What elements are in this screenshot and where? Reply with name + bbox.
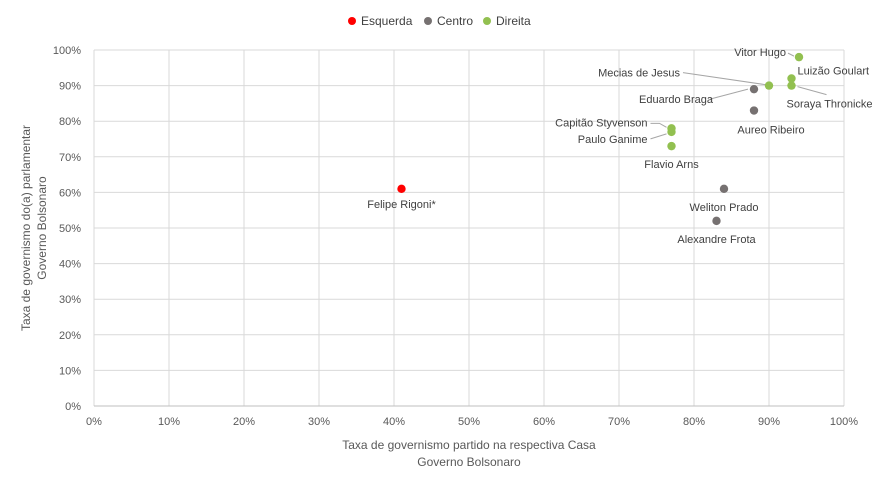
y-tick-label: 50% [59,223,81,235]
legend-label: Esquerda [361,14,413,28]
point-label: Flavio Arns [644,159,699,171]
y-tick-label: 0% [65,401,81,413]
data-point [749,106,759,115]
x-tick-label: 100% [830,416,858,428]
data-point [719,184,729,194]
y-tick-label: 60% [59,187,81,199]
x-axis-subtitle: Governo Bolsonaro [417,455,521,469]
data-point [794,52,804,62]
y-tick-label: 90% [59,81,81,93]
legend: Esquerda Centro Direita [348,14,531,28]
y-tick-label: 30% [59,294,81,306]
point-label: Luizão Goulart [798,65,870,77]
tick-labels: 0% 10% 20% 30% 40% 50% 60% 70% 80% 90% 100% 0% 10% 20… [53,45,858,428]
point-label: Weliton Prado [690,202,759,214]
data-point [397,184,406,194]
x-tick-label: 90% [758,416,780,428]
legend-item: Centro [424,14,473,28]
point-label: Vitor Hugo [734,47,786,59]
x-tick-label: 40% [383,416,405,428]
x-tick-label: 60% [533,416,555,428]
x-tick-label: 70% [608,416,630,428]
point-label: Capitão Styvenson [555,117,647,129]
point-label: Paulo Ganime [578,134,648,146]
legend-label: Centro [437,14,473,28]
legend-label: Direita [496,14,531,28]
legend-marker [483,17,491,25]
point-labels: Felipe Rigoni* Eduardo Braga Aureo Ribeiro… [367,47,872,246]
legend-marker [424,17,432,25]
data-point [667,127,676,137]
x-tick-label: 20% [233,416,255,428]
leader-line [787,52,795,57]
x-axis-title: Taxa de governismo partido na respectiva… [342,438,596,452]
point-label: Soraya Thronicke [787,99,873,111]
data-point [667,141,676,151]
y-axis-title: Taxa de governismo do(a) parlamentar [19,125,33,331]
x-tick-label: 10% [158,416,180,428]
data-point [712,216,721,226]
leader-line [797,86,827,96]
y-tick-label: 100% [53,45,81,57]
y-axis-subtitle: Governo Bolsonaro [35,176,49,280]
grid [94,49,845,406]
y-tick-label: 10% [59,365,81,377]
leader-lines [650,52,827,140]
y-tick-label: 20% [59,330,81,342]
data-point [764,81,774,90]
leader-line [709,88,749,100]
x-tick-label: 80% [683,416,705,428]
x-tick-label: 50% [458,416,480,428]
point-label: Felipe Rigoni* [367,199,436,211]
x-tick-label: 30% [308,416,330,428]
point-label: Alexandre Frota [677,234,756,246]
y-tick-label: 70% [59,152,81,164]
leader-line [682,72,766,86]
legend-item: Esquerda [348,14,413,28]
y-tick-label: 40% [59,259,81,271]
legend-marker [348,17,356,25]
point-label: Mecias de Jesus [598,68,680,80]
point-label: Eduardo Braga [639,94,714,106]
data-point [787,81,796,90]
data-points [397,52,804,226]
y-tick-label: 80% [59,116,81,128]
point-label: Aureo Ribeiro [737,125,804,137]
leader-line [650,122,667,128]
x-tick-label: 0% [86,416,102,428]
leader-line [650,133,667,140]
data-point [787,74,796,83]
axes [93,50,844,407]
data-point [749,84,759,94]
legend-item: Direita [483,14,531,28]
